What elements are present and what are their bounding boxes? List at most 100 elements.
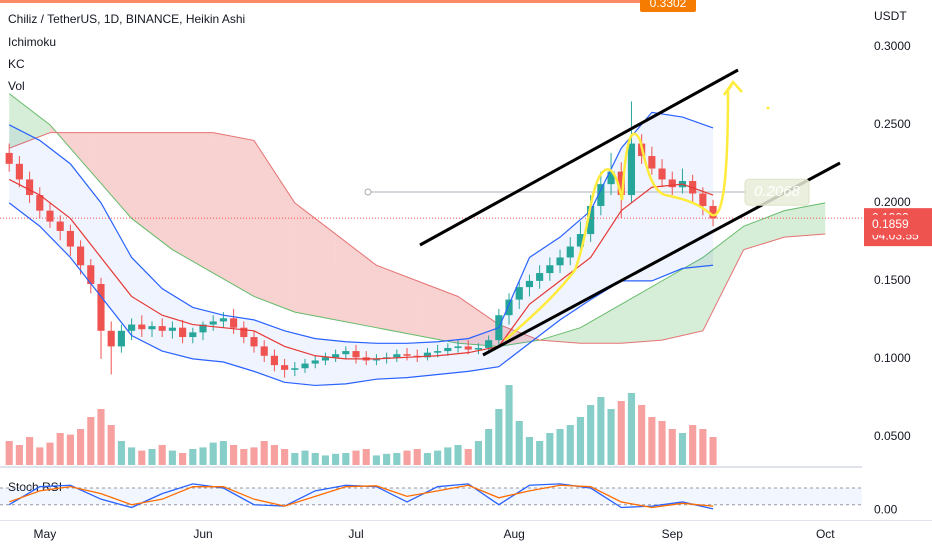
candle-body	[15, 163, 23, 180]
volume-bar	[128, 447, 136, 465]
cloud-segment	[784, 202, 826, 238]
x-tick-label: Aug	[503, 527, 524, 541]
volume-bar	[689, 425, 697, 465]
cloud-segment	[376, 265, 418, 336]
volume-bar	[46, 442, 54, 465]
volume-bar	[311, 453, 319, 465]
volume-bar	[260, 441, 268, 465]
candle-body	[464, 346, 472, 350]
candle-body	[281, 365, 289, 370]
kc-band	[9, 112, 714, 386]
volume-bar	[413, 449, 421, 465]
volume-bar	[485, 429, 493, 465]
volume-bar	[362, 449, 370, 465]
cloud-segment	[662, 257, 703, 341]
candle-body	[393, 354, 401, 358]
candle-body	[576, 234, 585, 247]
y-tick-label: 0.3000	[874, 39, 911, 53]
candle-body	[311, 360, 319, 364]
candle-body	[587, 205, 595, 235]
candle-body	[107, 330, 115, 347]
candle-body	[270, 355, 278, 366]
annotation: 0.2068	[754, 183, 801, 200]
volume-bar	[587, 405, 595, 465]
candle-body	[342, 351, 350, 355]
volume-bar	[250, 447, 258, 465]
candle-body	[138, 324, 146, 330]
candle-body	[352, 351, 360, 358]
axis-divider	[0, 520, 932, 521]
yellow-doodle	[504, 79, 743, 341]
volume-bar	[648, 417, 656, 465]
volume-bar	[332, 453, 340, 465]
candle-body	[434, 351, 442, 353]
volume-bar	[270, 445, 278, 465]
candle-body	[566, 246, 574, 258]
drawing-handle	[364, 188, 372, 196]
rsi-title: Stoch RSI	[8, 480, 62, 494]
volume-bar	[158, 445, 166, 465]
top-edge	[0, 0, 640, 3]
volume-bar	[505, 385, 513, 465]
volume-bar	[97, 409, 105, 465]
candle-body	[77, 246, 85, 266]
candle-body	[26, 179, 34, 196]
volume-bar	[699, 429, 707, 465]
candle-body	[117, 330, 125, 347]
candle-body	[617, 171, 625, 196]
candle-body	[97, 283, 105, 331]
volume-bar	[576, 417, 585, 465]
volume-bar	[26, 437, 34, 465]
cloud-segment	[621, 280, 663, 344]
candle-body	[148, 326, 156, 330]
cloud-segment	[172, 132, 214, 274]
candle-body	[607, 171, 615, 185]
candle-body	[536, 273, 544, 281]
volume-bar	[291, 453, 299, 465]
candle-body	[250, 337, 258, 347]
volume-bar	[199, 447, 207, 465]
volume-bar	[209, 442, 217, 465]
y-tick-label: 0.1000	[874, 351, 911, 365]
top-tag-box	[640, 0, 696, 12]
candle-body	[709, 205, 717, 219]
volume-bar	[36, 447, 44, 465]
volume-bar	[678, 433, 687, 465]
candle-body	[454, 346, 462, 348]
candle-body	[546, 265, 554, 274]
cloud-segment	[131, 132, 173, 250]
volume-bar	[536, 441, 544, 465]
volume-bar	[434, 450, 442, 465]
volume-bar	[638, 405, 646, 465]
candle-body	[505, 299, 513, 316]
volume-bar	[342, 453, 350, 465]
candle-body	[230, 318, 238, 328]
cloud-segment	[90, 132, 132, 219]
candle-body	[648, 156, 656, 169]
volume-bar	[138, 450, 146, 465]
cloud-segment	[417, 280, 459, 344]
rsi-d	[8, 484, 714, 509]
volume-bar	[515, 421, 523, 465]
volume-bar	[474, 441, 483, 465]
candle-body	[179, 327, 187, 338]
volume-bar	[423, 453, 431, 465]
candle-body	[291, 368, 299, 370]
volume-bar	[240, 449, 248, 465]
volume-bar	[189, 449, 197, 465]
cloud-segment	[294, 202, 336, 320]
volume-bar	[383, 453, 391, 465]
candle-body	[87, 265, 95, 284]
volume-bar	[301, 450, 309, 465]
volume-bar	[444, 447, 452, 465]
volume-bar	[627, 393, 636, 465]
volume-bar	[393, 453, 401, 465]
candle-body	[321, 357, 329, 361]
volume-bar	[352, 450, 360, 465]
candle-body	[260, 346, 268, 356]
top-tag: 0.3302	[650, 0, 687, 10]
y-tick-label: 0.2000	[874, 195, 911, 209]
volume-bar	[709, 437, 717, 465]
x-tick-label: Oct	[816, 527, 835, 541]
x-tick-label: Jul	[348, 527, 363, 541]
